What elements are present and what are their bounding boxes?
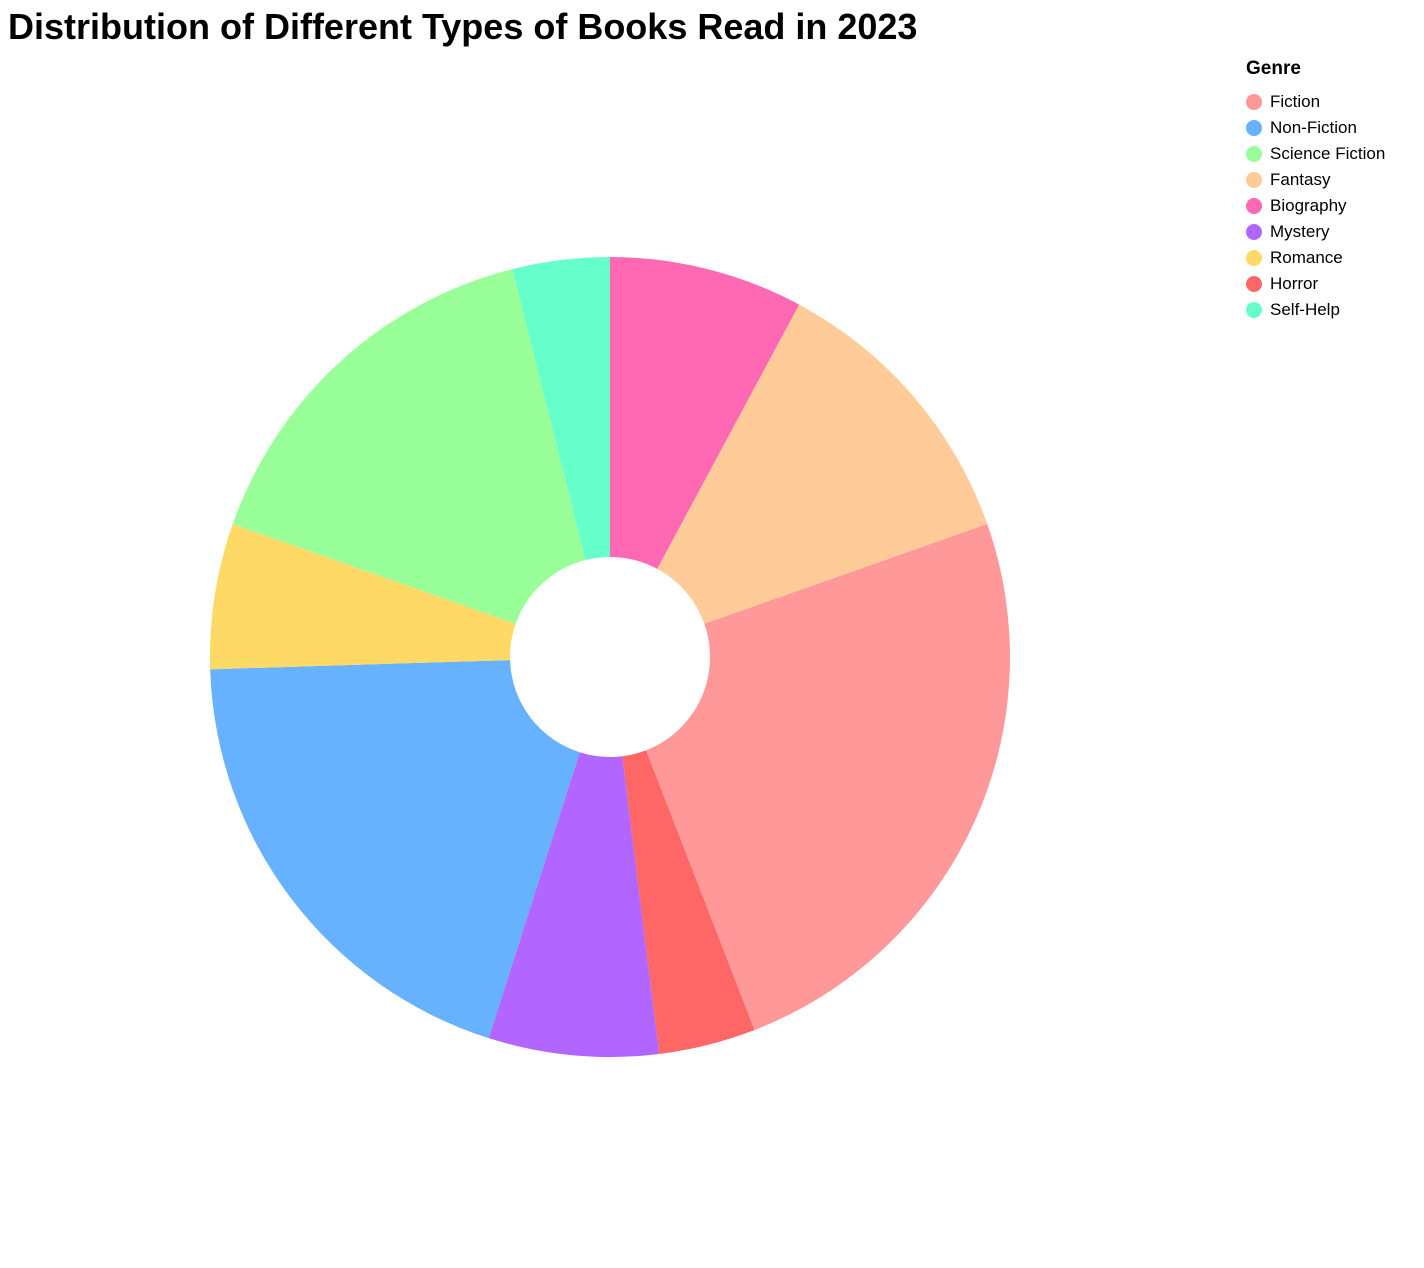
legend-label-fantasy: Fantasy [1270, 170, 1331, 189]
legend-item-horror: Horror [1246, 271, 1385, 297]
legend-swatch-fantasy [1246, 172, 1262, 188]
legend-swatch-romance [1246, 250, 1262, 266]
legend: Genre Fiction Non-Fiction Science Fiction F… [1246, 58, 1385, 323]
slice-romance [210, 524, 516, 670]
legend-swatch-horror [1246, 276, 1262, 292]
legend-item-science-fiction: Science Fiction [1246, 141, 1385, 167]
legend-label-horror: Horror [1270, 274, 1319, 293]
slice-non-fiction [210, 660, 580, 1039]
legend-item-non-fiction: Non-Fiction [1246, 115, 1385, 141]
legend-item-self-help: Self-Help [1246, 297, 1385, 323]
slice-fiction [646, 524, 1010, 1030]
legend-swatch-mystery [1246, 224, 1262, 240]
legend-label-fiction: Fiction [1270, 92, 1321, 111]
legend-item-romance: Romance [1246, 245, 1385, 271]
legend-swatch-science-fiction [1246, 146, 1262, 162]
slice-self-help [512, 257, 610, 561]
legend-label-science-fiction: Science Fiction [1270, 144, 1386, 163]
slice-mystery [488, 752, 660, 1057]
legend-label-romance: Romance [1270, 248, 1343, 267]
legend-label-biography: Biography [1270, 196, 1347, 215]
legend-label-self-help: Self-Help [1270, 300, 1340, 319]
slice-biography [610, 257, 800, 569]
legend-item-mystery: Mystery [1246, 219, 1385, 245]
slice-fantasy [657, 304, 988, 624]
legend-swatch-self-help [1246, 302, 1262, 318]
legend-item-fiction: Fiction [1246, 89, 1385, 115]
legend-swatch-fiction [1246, 94, 1262, 110]
slice-science-fiction [232, 269, 586, 624]
legend-title: Genre [1246, 58, 1301, 79]
chart-title: Distribution of Different Types of Books… [8, 6, 918, 47]
slice-horror [622, 750, 755, 1054]
legend-item-fantasy: Fantasy [1246, 167, 1385, 193]
legend-label-mystery: Mystery [1270, 222, 1330, 241]
legend-swatch-biography [1246, 198, 1262, 214]
legend-item-biography: Biography [1246, 193, 1385, 219]
legend-label-non-fiction: Non-Fiction [1270, 118, 1357, 137]
legend-swatch-non-fiction [1246, 120, 1262, 136]
